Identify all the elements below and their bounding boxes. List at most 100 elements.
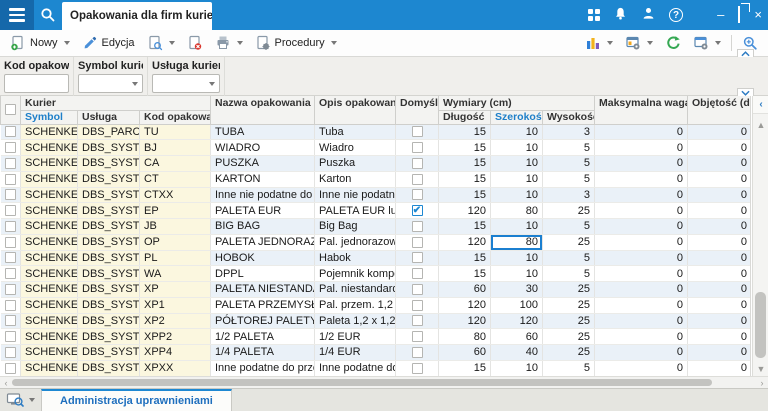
filter-combo-usluga-kurierska[interactable] <box>152 74 220 93</box>
row-checkbox-cell[interactable] <box>0 313 21 330</box>
cell-szerokosc[interactable]: 10 <box>490 250 543 267</box>
row-checkbox[interactable] <box>4 331 16 343</box>
cell-usluga[interactable]: DBS_SYSTEM <box>77 139 140 156</box>
cell-szerokosc[interactable]: 10 <box>490 139 543 156</box>
cell-usluga[interactable]: DBS_SYSTEM <box>77 155 140 172</box>
cell-dlugosc[interactable]: 15 <box>438 124 491 141</box>
cell-kod[interactable]: XP2 <box>139 313 211 330</box>
cell-opis[interactable]: Pal. przem. 1,2 x 1,0 <box>314 297 396 314</box>
cell-wysokosc[interactable]: 25 <box>542 202 595 219</box>
row-checkbox-cell[interactable] <box>0 265 21 282</box>
cell-dlugosc[interactable]: 15 <box>438 171 491 188</box>
cell-symbol[interactable]: SCHENKER <box>20 360 78 376</box>
cell-domyslne[interactable] <box>395 265 439 282</box>
cell-wysokosc[interactable]: 5 <box>542 265 595 282</box>
minimize-icon[interactable]: – <box>717 7 725 22</box>
cell-symbol[interactable]: SCHENKER <box>20 344 78 361</box>
cell-nazwa[interactable]: PALETA PRZEMYSŁOWA <box>210 297 315 314</box>
bell-icon[interactable] <box>613 6 628 24</box>
row-checkbox-cell[interactable] <box>0 202 21 219</box>
cell-symbol[interactable]: SCHENKER <box>20 265 78 282</box>
collapse-left-icon[interactable]: ‹ <box>753 96 768 114</box>
cell-usluga[interactable]: DBS_SYSTEM <box>77 297 140 314</box>
chevron-down-icon[interactable] <box>607 41 613 45</box>
cell-waga[interactable]: 0 <box>594 313 688 330</box>
vertical-scrollbar[interactable]: ‹ ▲ ▼ <box>752 96 768 376</box>
cell-symbol[interactable]: SCHENKER <box>20 124 78 141</box>
cell-symbol[interactable]: SCHENKER <box>20 202 78 219</box>
cell-opis[interactable]: Habok <box>314 250 396 267</box>
cell-dlugosc[interactable]: 120 <box>438 234 491 251</box>
cell-objetosc[interactable]: 0 <box>687 281 750 298</box>
cell-kod[interactable]: CT <box>139 171 211 188</box>
cell-domyslne[interactable] <box>395 297 439 314</box>
global-search-icon[interactable] <box>34 0 62 30</box>
table-row[interactable]: SCHENKER DBS_SYSTEM XP PALETA NIESTANDAR… <box>0 281 750 298</box>
cell-szerokosc[interactable]: 10 <box>490 124 543 141</box>
table-row[interactable]: SCHENKER DBS_SYSTEM WA DPPL Pojemnik kom… <box>0 265 750 282</box>
cell-domyslne[interactable] <box>395 344 439 361</box>
cell-nazwa[interactable]: PUSZKA <box>210 155 315 172</box>
row-checkbox-cell[interactable] <box>0 234 21 251</box>
cell-wysokosc[interactable]: 3 <box>542 124 595 141</box>
preview-button[interactable] <box>141 32 181 54</box>
table-row[interactable]: SCHENKER DBS_SYSTEM OP PALETA JEDNORAZOW… <box>0 234 750 251</box>
chevron-down-icon[interactable] <box>236 41 243 45</box>
apps-grid-icon[interactable] <box>588 9 600 21</box>
cell-szerokosc[interactable]: 80 <box>490 234 543 251</box>
cell-usluga[interactable]: DBS_SYSTEM <box>77 202 140 219</box>
row-checkbox[interactable] <box>4 362 16 374</box>
cell-nazwa[interactable]: PALETA EUR <box>210 202 315 219</box>
cell-kod[interactable]: JB <box>139 218 211 235</box>
cell-waga[interactable]: 0 <box>594 360 688 376</box>
cell-domyslne[interactable] <box>395 234 439 251</box>
cell-symbol[interactable]: SCHENKER <box>20 187 78 204</box>
cell-nazwa[interactable]: DPPL <box>210 265 315 282</box>
cell-opis[interactable]: Pal. niestandardowa <box>314 281 396 298</box>
cell-usluga[interactable]: DBS_SYSTEM <box>77 234 140 251</box>
column-header-wysokosc[interactable]: Wysokość <box>542 110 595 125</box>
row-checkbox-cell[interactable] <box>0 124 21 141</box>
table-row[interactable]: SCHENKER DBS_SYSTEM PL HOBOK Habok 15 10… <box>0 250 750 267</box>
cell-kod[interactable]: CTXX <box>139 187 211 204</box>
cell-objetosc[interactable]: 0 <box>687 171 750 188</box>
vertical-scrollbar-thumb[interactable] <box>755 292 766 358</box>
domyslne-checkbox[interactable] <box>411 268 423 280</box>
row-checkbox[interactable] <box>4 346 16 358</box>
cell-waga[interactable]: 0 <box>594 265 688 282</box>
scroll-left-icon[interactable]: ‹ <box>4 377 8 388</box>
cell-szerokosc[interactable]: 10 <box>490 218 543 235</box>
cell-dlugosc[interactable]: 120 <box>438 202 491 219</box>
horizontal-scrollbar[interactable]: ‹ › <box>0 376 768 388</box>
cell-dlugosc[interactable]: 15 <box>438 187 491 204</box>
cell-opis[interactable]: 1/4 EUR <box>314 344 396 361</box>
row-checkbox-cell[interactable] <box>0 250 21 267</box>
cell-symbol[interactable]: SCHENKER <box>20 171 78 188</box>
scroll-up-icon[interactable]: ▲ <box>756 120 766 130</box>
cell-symbol[interactable]: SCHENKER <box>20 281 78 298</box>
cell-waga[interactable]: 0 <box>594 171 688 188</box>
filter-input-kod-opakowania[interactable] <box>4 74 69 93</box>
cell-wysokosc[interactable]: 25 <box>542 281 595 298</box>
cell-objetosc[interactable]: 0 <box>687 202 750 219</box>
cell-usluga[interactable]: DBS_SYSTEM <box>77 187 140 204</box>
cell-nazwa[interactable]: 1/2 PALETA <box>210 328 315 345</box>
cell-symbol[interactable]: SCHENKER <box>20 218 78 235</box>
row-checkbox[interactable] <box>4 236 16 248</box>
cell-dlugosc[interactable]: 15 <box>438 265 491 282</box>
cell-waga[interactable]: 0 <box>594 124 688 141</box>
table-row[interactable]: SCHENKER DBS_SYSTEM CTXX Inne nie podatn… <box>0 187 750 204</box>
edit-button[interactable]: Edycja <box>76 32 141 54</box>
column-header-kod[interactable]: Kod opakowania <box>139 110 211 125</box>
row-checkbox[interactable] <box>4 268 16 280</box>
column-header-nazwa[interactable]: Nazwa opakowania <box>210 96 315 125</box>
cell-symbol[interactable]: SCHENKER <box>20 313 78 330</box>
cell-kod[interactable]: CA <box>139 155 211 172</box>
column-header-objetosc[interactable]: Objętość (dm3) <box>687 96 750 125</box>
chevron-down-icon[interactable] <box>29 398 35 402</box>
cell-kod[interactable]: BJ <box>139 139 211 156</box>
cell-objetosc[interactable]: 0 <box>687 297 750 314</box>
grid-settings-button[interactable] <box>687 32 727 54</box>
cell-dlugosc[interactable]: 15 <box>438 139 491 156</box>
cell-opis[interactable]: Big Bag <box>314 218 396 235</box>
